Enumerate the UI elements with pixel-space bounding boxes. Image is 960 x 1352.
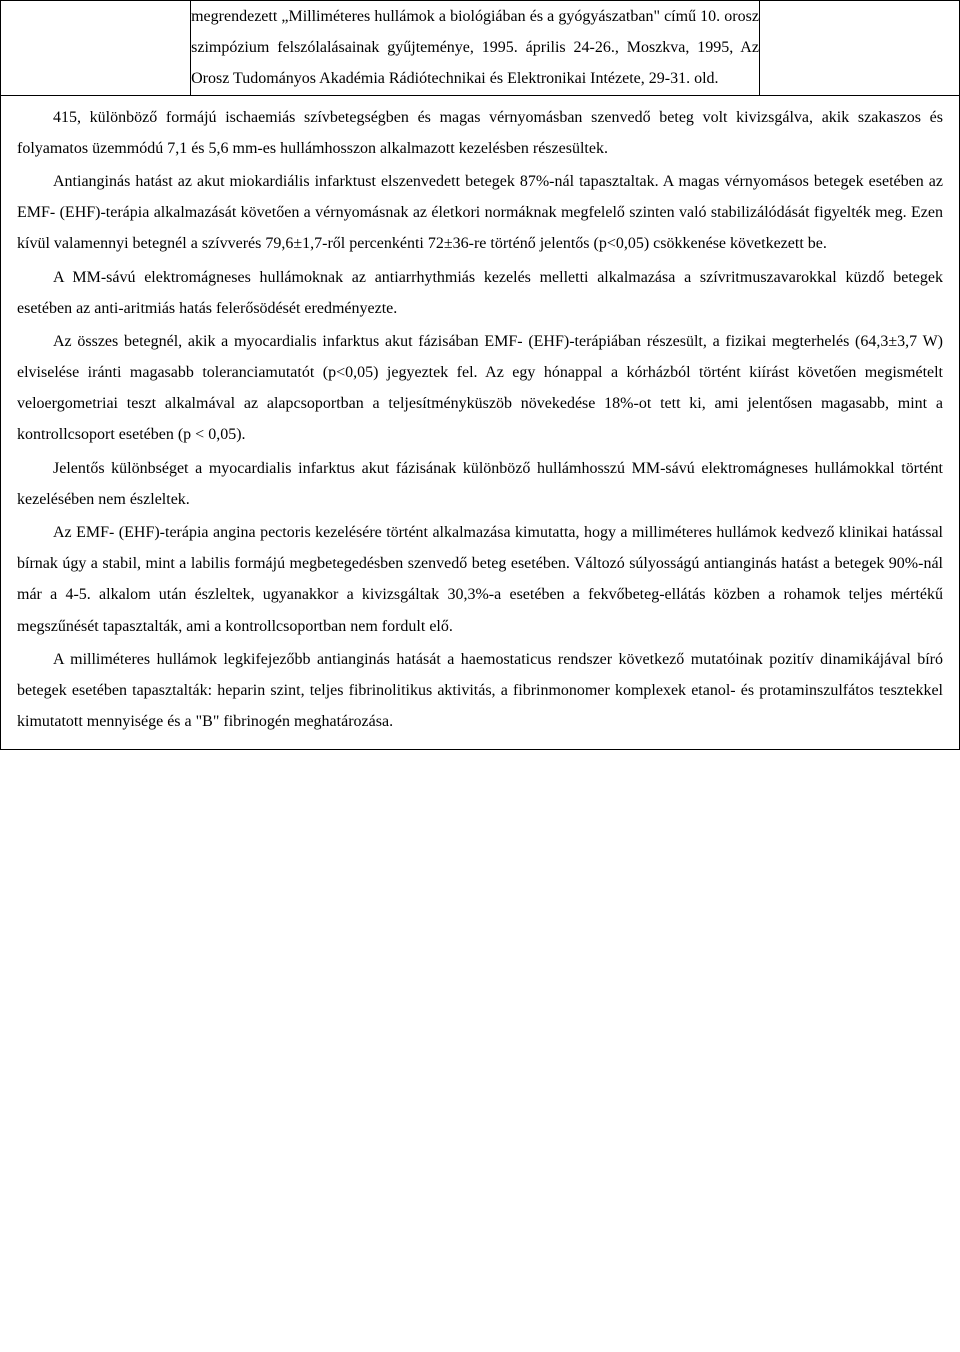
page-table: megrendezett „Milliméteres hullámok a bi… bbox=[0, 0, 960, 750]
table-top-row: megrendezett „Milliméteres hullámok a bi… bbox=[1, 1, 960, 96]
body-cell: 415, különböző formájú ischaemiás szívbe… bbox=[1, 95, 960, 750]
reference-text: megrendezett „Milliméteres hullámok a bi… bbox=[191, 1, 759, 95]
body-paragraph: 415, különböző formájú ischaemiás szívbe… bbox=[17, 102, 943, 164]
top-col3-cell bbox=[759, 1, 959, 96]
body-paragraph: A MM-sávú elektromágneses hullámoknak az… bbox=[17, 262, 943, 324]
body-paragraph: Az EMF- (EHF)-terápia angina pectoris ke… bbox=[17, 517, 943, 642]
table-bottom-row: 415, különböző formájú ischaemiás szívbe… bbox=[1, 95, 960, 750]
body-paragraph: Jelentős különbséget a myocardialis infa… bbox=[17, 453, 943, 515]
top-col1-cell bbox=[1, 1, 191, 96]
body-paragraph: Antianginás hatást az akut miokardiális … bbox=[17, 166, 943, 260]
top-col2-cell: megrendezett „Milliméteres hullámok a bi… bbox=[191, 1, 760, 96]
body-paragraph: A milliméteres hullámok legkifejezőbb an… bbox=[17, 644, 943, 738]
body-paragraph: Az összes betegnél, akik a myocardialis … bbox=[17, 326, 943, 451]
